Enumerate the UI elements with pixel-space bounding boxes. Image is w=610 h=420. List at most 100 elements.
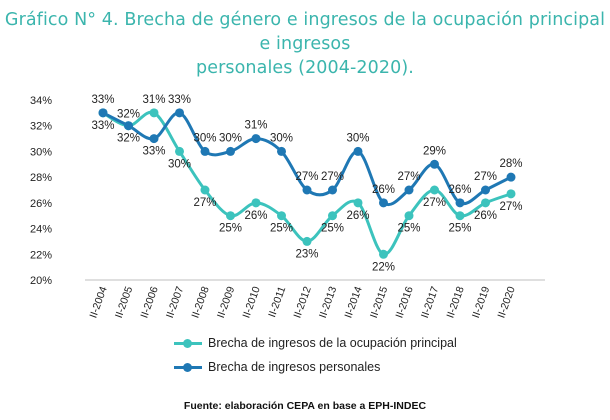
data-label-ingresos-personales: 33% <box>168 94 191 106</box>
data-point-ocupacion-principal <box>455 211 465 221</box>
y-tick-label: 20% <box>30 275 52 287</box>
source-note: Fuente: elaboración CEPA en base a EPH-I… <box>183 400 427 412</box>
data-point-ocupacion-principal <box>302 236 312 246</box>
data-label-ocupacion-principal: 23% <box>295 248 318 260</box>
data-label-ingresos-personales: 33% <box>142 146 165 158</box>
legend-swatch-ocupacion-principal <box>174 338 202 348</box>
legend-item-ingresos-personales: Brecha de ingresos personales <box>174 360 380 374</box>
data-label-ocupacion-principal: 32% <box>117 109 140 121</box>
x-tick-label: II-2016 <box>393 285 416 320</box>
data-label-ingresos-personales: 26% <box>372 184 395 196</box>
data-point-ocupacion-principal <box>481 198 490 208</box>
data-label-ingresos-personales: 27% <box>397 171 420 183</box>
data-point-ocupacion-principal <box>175 146 184 156</box>
data-point-ingresos-personales <box>404 185 414 195</box>
data-point-ingresos-personales <box>124 121 133 131</box>
data-label-ingresos-personales: 31% <box>244 120 267 132</box>
data-point-ocupacion-principal <box>226 211 235 221</box>
x-tick-label: II-2014 <box>342 285 365 320</box>
data-label-ingresos-personales: 30% <box>270 132 293 144</box>
data-label-ocupacion-principal: 27% <box>423 197 446 209</box>
data-point-ocupacion-principal <box>379 249 388 259</box>
data-point-ingresos-personales <box>277 146 286 156</box>
data-point-ingresos-personales <box>302 185 312 195</box>
data-label-ocupacion-principal: 26% <box>244 210 267 222</box>
data-point-ocupacion-principal <box>149 108 159 118</box>
data-point-ingresos-personales <box>481 185 490 195</box>
data-label-ocupacion-principal: 25% <box>321 223 344 235</box>
data-label-ingresos-personales: 32% <box>117 133 140 145</box>
legend-label-ocupacion-principal: Brecha de ingresos de la ocupación princ… <box>208 336 457 350</box>
y-tick-label: 28% <box>30 172 52 184</box>
data-point-ocupacion-principal <box>353 198 363 208</box>
data-label-ocupacion-principal: 25% <box>448 223 471 235</box>
data-point-ingresos-personales <box>379 198 388 208</box>
data-point-ocupacion-principal <box>277 211 286 221</box>
x-tick-label: II-2010 <box>240 285 263 320</box>
chart-title-line-2: personales (2004-2020). <box>196 58 414 78</box>
data-label-ingresos-personales: 27% <box>295 171 318 183</box>
x-tick-label: II-2006 <box>138 285 161 320</box>
data-label-ingresos-personales: 29% <box>423 145 446 157</box>
data-point-ingresos-personales <box>506 172 516 182</box>
data-label-ingresos-personales: 30% <box>346 132 369 144</box>
data-label-ocupacion-principal: 27% <box>499 201 522 213</box>
x-tick-label: II-2008 <box>189 285 212 320</box>
legend-item-ocupacion-principal: Brecha de ingresos de la ocupación princ… <box>174 336 457 350</box>
y-tick-label: 34% <box>30 95 52 107</box>
y-tick-label: 26% <box>30 198 52 210</box>
chart-title-line-1: Gráfico N° 4. Brecha de género e ingreso… <box>4 10 606 54</box>
data-label-ocupacion-principal: 26% <box>474 210 497 222</box>
y-tick-label: 24% <box>30 224 52 236</box>
data-label-ocupacion-principal: 25% <box>270 223 293 235</box>
x-tick-label: II-2004 <box>87 285 110 320</box>
data-label-ingresos-personales: 27% <box>474 171 497 183</box>
data-point-ocupacion-principal <box>200 185 210 195</box>
y-tick-label: 32% <box>30 121 52 133</box>
data-point-ingresos-personales <box>430 159 439 169</box>
data-label-ingresos-personales: 28% <box>499 158 522 170</box>
data-point-ingresos-personales <box>455 198 465 208</box>
legend-swatch-ingresos-personales <box>174 362 202 372</box>
chart-title: Gráfico N° 4. Brecha de género e ingreso… <box>0 8 610 80</box>
x-tick-label: II-2012 <box>291 285 314 320</box>
data-label-ocupacion-principal: 31% <box>142 94 165 106</box>
data-point-ingresos-personales <box>328 185 337 195</box>
data-label-ocupacion-principal: 25% <box>397 223 420 235</box>
data-label-ocupacion-principal: 22% <box>372 261 395 273</box>
data-label-ingresos-personales: 27% <box>321 171 344 183</box>
x-tick-label: II-2005 <box>113 285 136 320</box>
data-label-ingresos-personales: 33% <box>91 120 114 132</box>
x-tick-label: II-2015 <box>368 285 391 320</box>
legend-label-ingresos-personales: Brecha de ingresos personales <box>208 360 381 374</box>
data-point-ingresos-personales <box>175 108 184 118</box>
data-label-ocupacion-principal: 33% <box>91 94 114 106</box>
data-label-ingresos-personales: 30% <box>219 132 242 144</box>
x-tick-label: II-2007 <box>164 285 187 320</box>
data-point-ingresos-personales <box>226 146 235 156</box>
data-point-ingresos-personales <box>200 146 210 156</box>
x-tick-label: II-2019 <box>470 285 493 320</box>
data-point-ingresos-personales <box>251 134 261 144</box>
x-tick-label: II-2009 <box>215 285 238 320</box>
data-point-ocupacion-principal <box>404 211 414 221</box>
line-chart: 20%22%24%26%28%30%32%34%II-2004 II-2005 II… <box>30 94 545 320</box>
x-tick-label: II-2018 <box>444 285 467 320</box>
data-label-ingresos-personales: 30% <box>193 132 216 144</box>
data-point-ingresos-personales <box>98 108 108 118</box>
data-point-ocupacion-principal <box>328 211 337 221</box>
data-label-ocupacion-principal: 27% <box>193 197 216 209</box>
x-tick-label: II-2017 <box>419 285 442 320</box>
x-tick-label: II-2020 <box>495 285 518 320</box>
data-label-ocupacion-principal: 26% <box>346 210 369 222</box>
data-label-ocupacion-principal: 30% <box>168 158 191 170</box>
x-tick-label: II-2011 <box>266 285 288 319</box>
y-tick-label: 30% <box>30 146 52 158</box>
x-tick-label: II-2013 <box>317 285 340 320</box>
data-point-ocupacion-principal <box>251 198 261 208</box>
data-label-ocupacion-principal: 25% <box>219 223 242 235</box>
data-point-ingresos-personales <box>353 146 363 156</box>
data-point-ocupacion-principal <box>430 185 439 195</box>
data-point-ocupacion-principal <box>506 189 516 199</box>
data-label-ingresos-personales: 26% <box>448 184 471 196</box>
